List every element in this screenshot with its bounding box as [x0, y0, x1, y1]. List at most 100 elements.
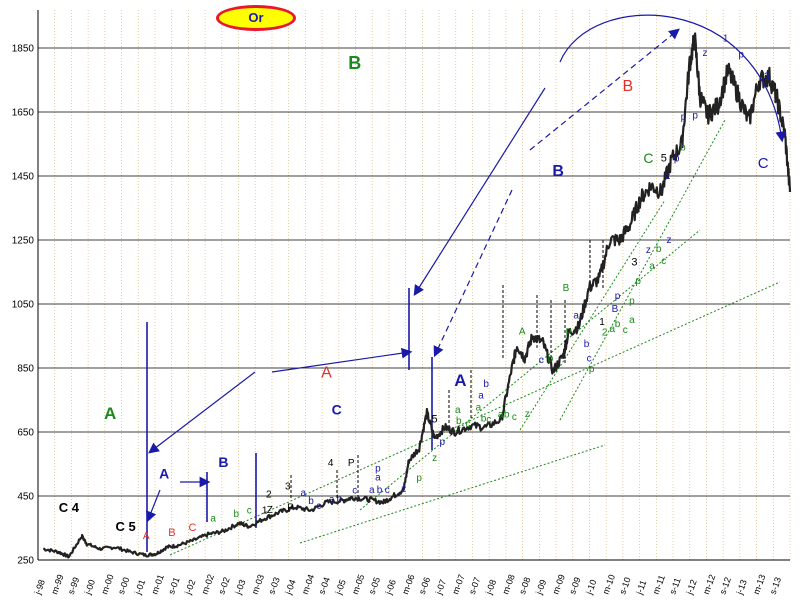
x-tick-label: s-04 — [317, 576, 332, 596]
x-tick-label: s-06 — [417, 576, 432, 596]
x-tick-label: j-10 — [584, 578, 599, 596]
wave-label: 3 — [285, 482, 291, 493]
x-tick-label: m-02 — [200, 573, 216, 596]
x-tick-label: s-00 — [116, 576, 131, 596]
x-tick-label: m-08 — [500, 573, 516, 596]
price-series-line — [43, 32, 792, 559]
wave-markers — [146, 240, 604, 552]
x-tick-label: s-02 — [216, 576, 231, 596]
wave-label: a — [210, 514, 216, 525]
y-tick-label: 1050 — [12, 300, 35, 311]
x-tick-label: s-13 — [768, 576, 783, 596]
x-tick-label: j-04 — [283, 578, 298, 596]
trendline — [519, 199, 666, 431]
wave-label: 5 — [432, 413, 438, 425]
x-tick-label: j-09 — [533, 578, 548, 596]
wave-label: C — [332, 401, 342, 417]
x-tick-label: j-08 — [483, 578, 498, 596]
x-tick-label: m-12 — [701, 573, 717, 596]
wave-label: b — [308, 496, 314, 507]
wave-label: z — [401, 484, 406, 495]
x-tick-label: m-06 — [400, 573, 416, 596]
wave-label: 2 — [266, 490, 272, 501]
wave-label: b — [483, 379, 489, 390]
y-tick-label: 1250 — [12, 236, 35, 247]
wave-label: z — [667, 235, 672, 246]
wave-label: c — [623, 325, 628, 336]
y-tick-label: 1850 — [12, 44, 35, 55]
wave-label: b — [680, 142, 686, 153]
x-tick-label: s-09 — [567, 576, 582, 596]
x-tick-label: m-99 — [49, 573, 65, 596]
wave-label: B — [348, 53, 361, 73]
wave-label: b — [234, 509, 240, 520]
wave-label: p — [589, 364, 595, 375]
wave-label: p — [681, 112, 687, 123]
x-tick-label: m-01 — [149, 573, 165, 596]
vertical-grid — [37, 10, 791, 560]
wave-label: z — [703, 48, 708, 59]
wave-label: P — [348, 458, 355, 469]
wave-label: 3 — [631, 257, 637, 269]
x-tick-label: m-05 — [350, 573, 366, 596]
x-tick-label: j-07 — [433, 578, 448, 596]
wave-label: B — [612, 304, 619, 315]
wave-label: p — [615, 291, 621, 302]
wave-label: p — [635, 276, 641, 287]
x-tick-label: m-10 — [601, 573, 617, 596]
wave-label: 1 — [723, 34, 729, 45]
wave-label: c — [352, 485, 357, 496]
wave-label: C 5 — [115, 519, 135, 534]
wave-arrow — [413, 87, 546, 297]
x-tick-label: s-12 — [718, 576, 733, 596]
wave-label: A — [143, 531, 150, 542]
wave-label: p — [440, 437, 446, 448]
wave-label: B — [622, 78, 633, 95]
wave-label: a — [629, 315, 635, 326]
wave-label: b — [504, 410, 510, 421]
x-tick-label: s-08 — [517, 576, 532, 596]
wave-arrow — [146, 489, 161, 523]
y-tick-label: 1450 — [12, 172, 35, 183]
trendline — [299, 444, 606, 544]
wave-label: p — [692, 110, 698, 121]
wave-arc-arrow — [559, 14, 787, 143]
wave-label: a — [369, 485, 375, 496]
y-axis-tick-labels: 250 450 650 850 1050 1250 1450 1650 1850 — [12, 44, 35, 567]
wave-label: c — [539, 355, 544, 366]
wave-label: p — [674, 154, 680, 165]
y-tick-label: 650 — [17, 428, 34, 439]
x-tick-label: j-98 — [32, 578, 47, 596]
wave-label: C 4 — [59, 500, 80, 515]
wave-label: B — [552, 163, 564, 180]
wave-label: b — [377, 485, 383, 496]
wave-label: a — [476, 403, 482, 414]
wave-label: Z — [267, 505, 273, 516]
wave-label: c — [661, 256, 666, 267]
wave-label: p — [375, 463, 381, 474]
wave-label: 3 — [764, 71, 770, 83]
wave-label: p — [629, 296, 635, 307]
x-tick-label: m-00 — [99, 573, 115, 596]
x-tick-label: m-11 — [651, 574, 667, 596]
wave-label: c — [316, 501, 321, 512]
wave-label: p — [548, 354, 554, 365]
x-tick-label: s-99 — [66, 576, 81, 596]
x-tick-label: m-09 — [551, 573, 567, 596]
y-tick-label: 1650 — [12, 108, 35, 119]
wave-label: 1 — [599, 317, 605, 328]
wave-arrow — [271, 347, 413, 373]
wave-label: a — [375, 473, 381, 484]
wave-label: b — [337, 494, 343, 505]
wave-label: b — [481, 413, 487, 424]
wave-label: c — [587, 354, 592, 365]
x-tick-label: s-07 — [467, 576, 482, 596]
wave-label: a — [301, 488, 307, 499]
wave-label: 4 — [328, 458, 334, 469]
wave-label: b — [656, 244, 662, 255]
wave-label: a — [329, 494, 335, 505]
wave-label: c — [466, 419, 471, 430]
wave-arrow — [433, 189, 513, 358]
